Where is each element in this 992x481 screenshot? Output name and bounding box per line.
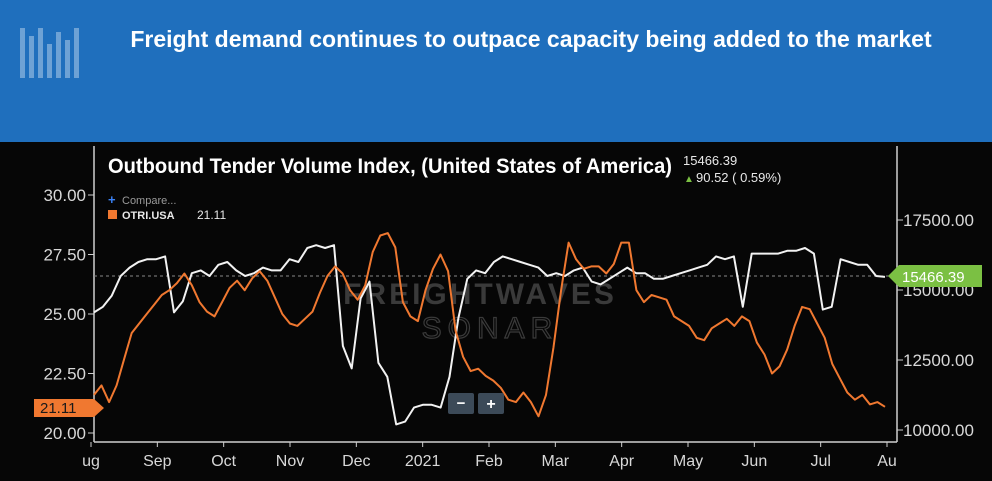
x-tick-label: Sep (143, 453, 172, 470)
quote-up-arrow-icon: ▲ (684, 174, 694, 185)
series-line-otri-usa (93, 232, 886, 418)
right-tick-label: 12500.00 (903, 351, 974, 370)
x-tick-label: May (673, 453, 703, 470)
otri-last-value-tag (34, 399, 104, 417)
legend-otri-swatch (108, 210, 117, 219)
otvi-last-value-label: 15466.39 (902, 269, 965, 286)
x-tick-label: Mar (542, 453, 570, 470)
watermark-line1: FREIGHTWAVES (343, 278, 617, 311)
right-tick-label: 17500.00 (903, 211, 974, 230)
zoom-in-icon: + (486, 396, 495, 413)
left-tick-label: 25.00 (43, 305, 86, 324)
freightwaves-logo-icon (20, 28, 79, 78)
zoom-out-button[interactable] (448, 393, 474, 414)
zoom-out-icon: − (457, 395, 466, 412)
chart-title: Outbound Tender Volume Index, (United St… (108, 155, 672, 178)
legend-otri-value: 21.11 (197, 208, 226, 222)
left-tick-label: 30.00 (43, 186, 86, 205)
quote-value: 15466.39 (683, 153, 737, 168)
compare-button[interactable]: Compare... (122, 195, 176, 207)
x-tick-label: Nov (276, 453, 304, 470)
watermark-line2: SONAR (422, 312, 559, 345)
zoom-in-button[interactable] (478, 393, 504, 414)
x-tick-label: ug (82, 453, 100, 470)
series-line-otvi-usa (93, 244, 886, 426)
left-tick-label: 20.00 (43, 424, 86, 443)
line-chart: FREIGHTWAVES SONAR Outbound Tender Volum… (0, 142, 992, 481)
compare-plus-icon[interactable]: + (108, 192, 116, 207)
page-title: Freight demand continues to outpace capa… (130, 26, 932, 52)
x-tick-label: Au (877, 453, 897, 470)
otri-last-value-label: 21.11 (40, 400, 76, 417)
header-banner: Freight demand continues to outpace capa… (0, 0, 992, 142)
x-tick-label: Apr (609, 453, 635, 470)
left-tick-label: 22.50 (43, 365, 86, 384)
x-tick-label: Jul (810, 453, 830, 470)
legend-otri-label: OTRI.USA (122, 210, 175, 222)
x-tick-label: 2021 (405, 453, 441, 470)
x-tick-label: Feb (475, 453, 503, 470)
right-tick-label: 10000.00 (903, 421, 974, 440)
otvi-last-value-tag (888, 265, 982, 287)
left-tick-label: 27.50 (43, 246, 86, 265)
x-tick-label: Oct (211, 453, 236, 470)
chart-background (0, 142, 992, 481)
quote-change: 90.52 ( 0.59%) (696, 170, 781, 185)
x-tick-label: Jun (741, 453, 767, 470)
x-tick-label: Dec (342, 453, 370, 470)
